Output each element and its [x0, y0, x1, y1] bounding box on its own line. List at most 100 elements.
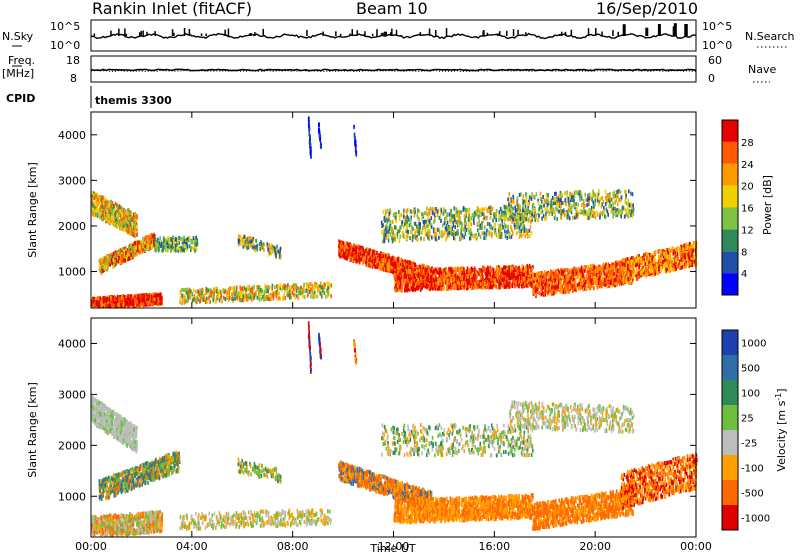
scatter-cell [414, 262, 416, 267]
scatter-cell [365, 262, 368, 267]
scatter-cell [248, 236, 251, 241]
scatter-cell [283, 294, 285, 299]
scatter-cell [115, 301, 117, 306]
scatter-cell [267, 284, 269, 289]
scatter-cell [272, 296, 275, 301]
scatter-cell [521, 264, 524, 269]
scatter-cell [502, 284, 505, 289]
scatter-cell [119, 302, 122, 307]
scatter-cell [430, 274, 433, 279]
scatter-cell [399, 287, 401, 292]
scatter-cell [418, 273, 421, 278]
nsky-strip: N.Sky 10^5 10^0 10^5 10^0 N.Search [2, 19, 795, 52]
scatter-cell [421, 272, 423, 277]
scatter-cell [121, 294, 123, 299]
scatter-cell [489, 275, 491, 280]
scatter-cell [442, 278, 444, 283]
scatter-cell [445, 268, 448, 273]
scatter-cell [133, 217, 136, 222]
scatter-cell [296, 285, 298, 290]
scatter-cell [125, 247, 127, 252]
scatter-cell [250, 297, 253, 302]
nsky-spike [497, 33, 499, 36]
scatter-cell [267, 297, 269, 301]
scatter-cell [259, 288, 262, 292]
scatter-cell [114, 218, 117, 223]
scatter-cell [357, 254, 359, 259]
scatter-cell [179, 296, 182, 301]
scatter-cell [201, 290, 203, 295]
scatter-cell [92, 298, 94, 303]
scatter-cell [374, 262, 377, 267]
scatter-cell [470, 270, 473, 275]
nave-label: Nave [748, 63, 776, 76]
scatter-cell [368, 258, 370, 263]
scatter-cell [121, 213, 123, 218]
scatter-cell [131, 298, 134, 302]
scatter-cell [250, 236, 252, 241]
scatter-cell [127, 250, 129, 255]
scatter-cell [130, 252, 132, 257]
scatter-cell [95, 297, 97, 302]
scatter-cell [518, 268, 520, 273]
scatter-cell [381, 257, 384, 262]
scatter-cell [408, 260, 410, 264]
scatter-cell [485, 274, 488, 279]
scatter-cell [358, 255, 360, 260]
scatter-cell [458, 280, 461, 285]
scatter-cell [181, 240, 184, 245]
scatter-cell [212, 298, 214, 303]
scatter-cell [103, 258, 106, 263]
nsky-spike [595, 28, 597, 36]
scatter-cell [409, 260, 412, 265]
nsky-spike [224, 29, 226, 36]
scatter-cell [113, 218, 116, 223]
scatter-cell [214, 299, 217, 304]
scatter-cell [437, 267, 439, 271]
scatter-cell [394, 257, 396, 262]
scatter-cell [439, 282, 442, 286]
scatter-cell [162, 245, 165, 250]
scatter-cell [198, 292, 201, 297]
scatter-cell [240, 291, 243, 296]
scatter-cell [106, 204, 109, 209]
scatter-cell [102, 216, 105, 221]
scatter-cell [98, 303, 101, 308]
scatter-cell [399, 281, 402, 286]
scatter-cell [286, 287, 288, 292]
scatter-cell [202, 297, 204, 302]
scatter-cell [114, 210, 117, 215]
scatter-cell [232, 294, 234, 299]
scatter-cell [123, 227, 126, 232]
scatter-cell [181, 301, 183, 306]
scatter-cell [290, 295, 293, 300]
scatter-cell [305, 288, 307, 293]
scatter-cell [253, 292, 256, 297]
scatter-cell [316, 294, 319, 299]
scatter-cell [96, 300, 98, 305]
scatter-cell [197, 297, 199, 302]
scatter-cell [125, 258, 128, 263]
scatter-cell [93, 206, 96, 210]
scatter-cell [468, 269, 471, 274]
scatter-cell [367, 251, 369, 256]
nsky-spike [482, 30, 484, 36]
scatter-cell [326, 293, 329, 298]
scatter-cell [188, 295, 190, 300]
scatter-cell [377, 257, 379, 262]
scatter-cell [199, 298, 202, 303]
scatter-cell [504, 265, 507, 270]
scatter-cell [425, 279, 428, 284]
scatter-cell [319, 281, 322, 286]
scatter-cell [236, 295, 238, 300]
scatter-cell [102, 299, 105, 304]
scatter-cell [275, 253, 277, 258]
cpid-label: CPID [6, 92, 35, 105]
nsky-spike [499, 31, 501, 36]
scatter-cell [315, 284, 318, 289]
scatter-cell [99, 268, 101, 273]
scatter-cell [432, 271, 434, 275]
scatter-cell [374, 258, 377, 263]
nsky-spike [227, 28, 230, 36]
scatter-cell [150, 242, 152, 247]
